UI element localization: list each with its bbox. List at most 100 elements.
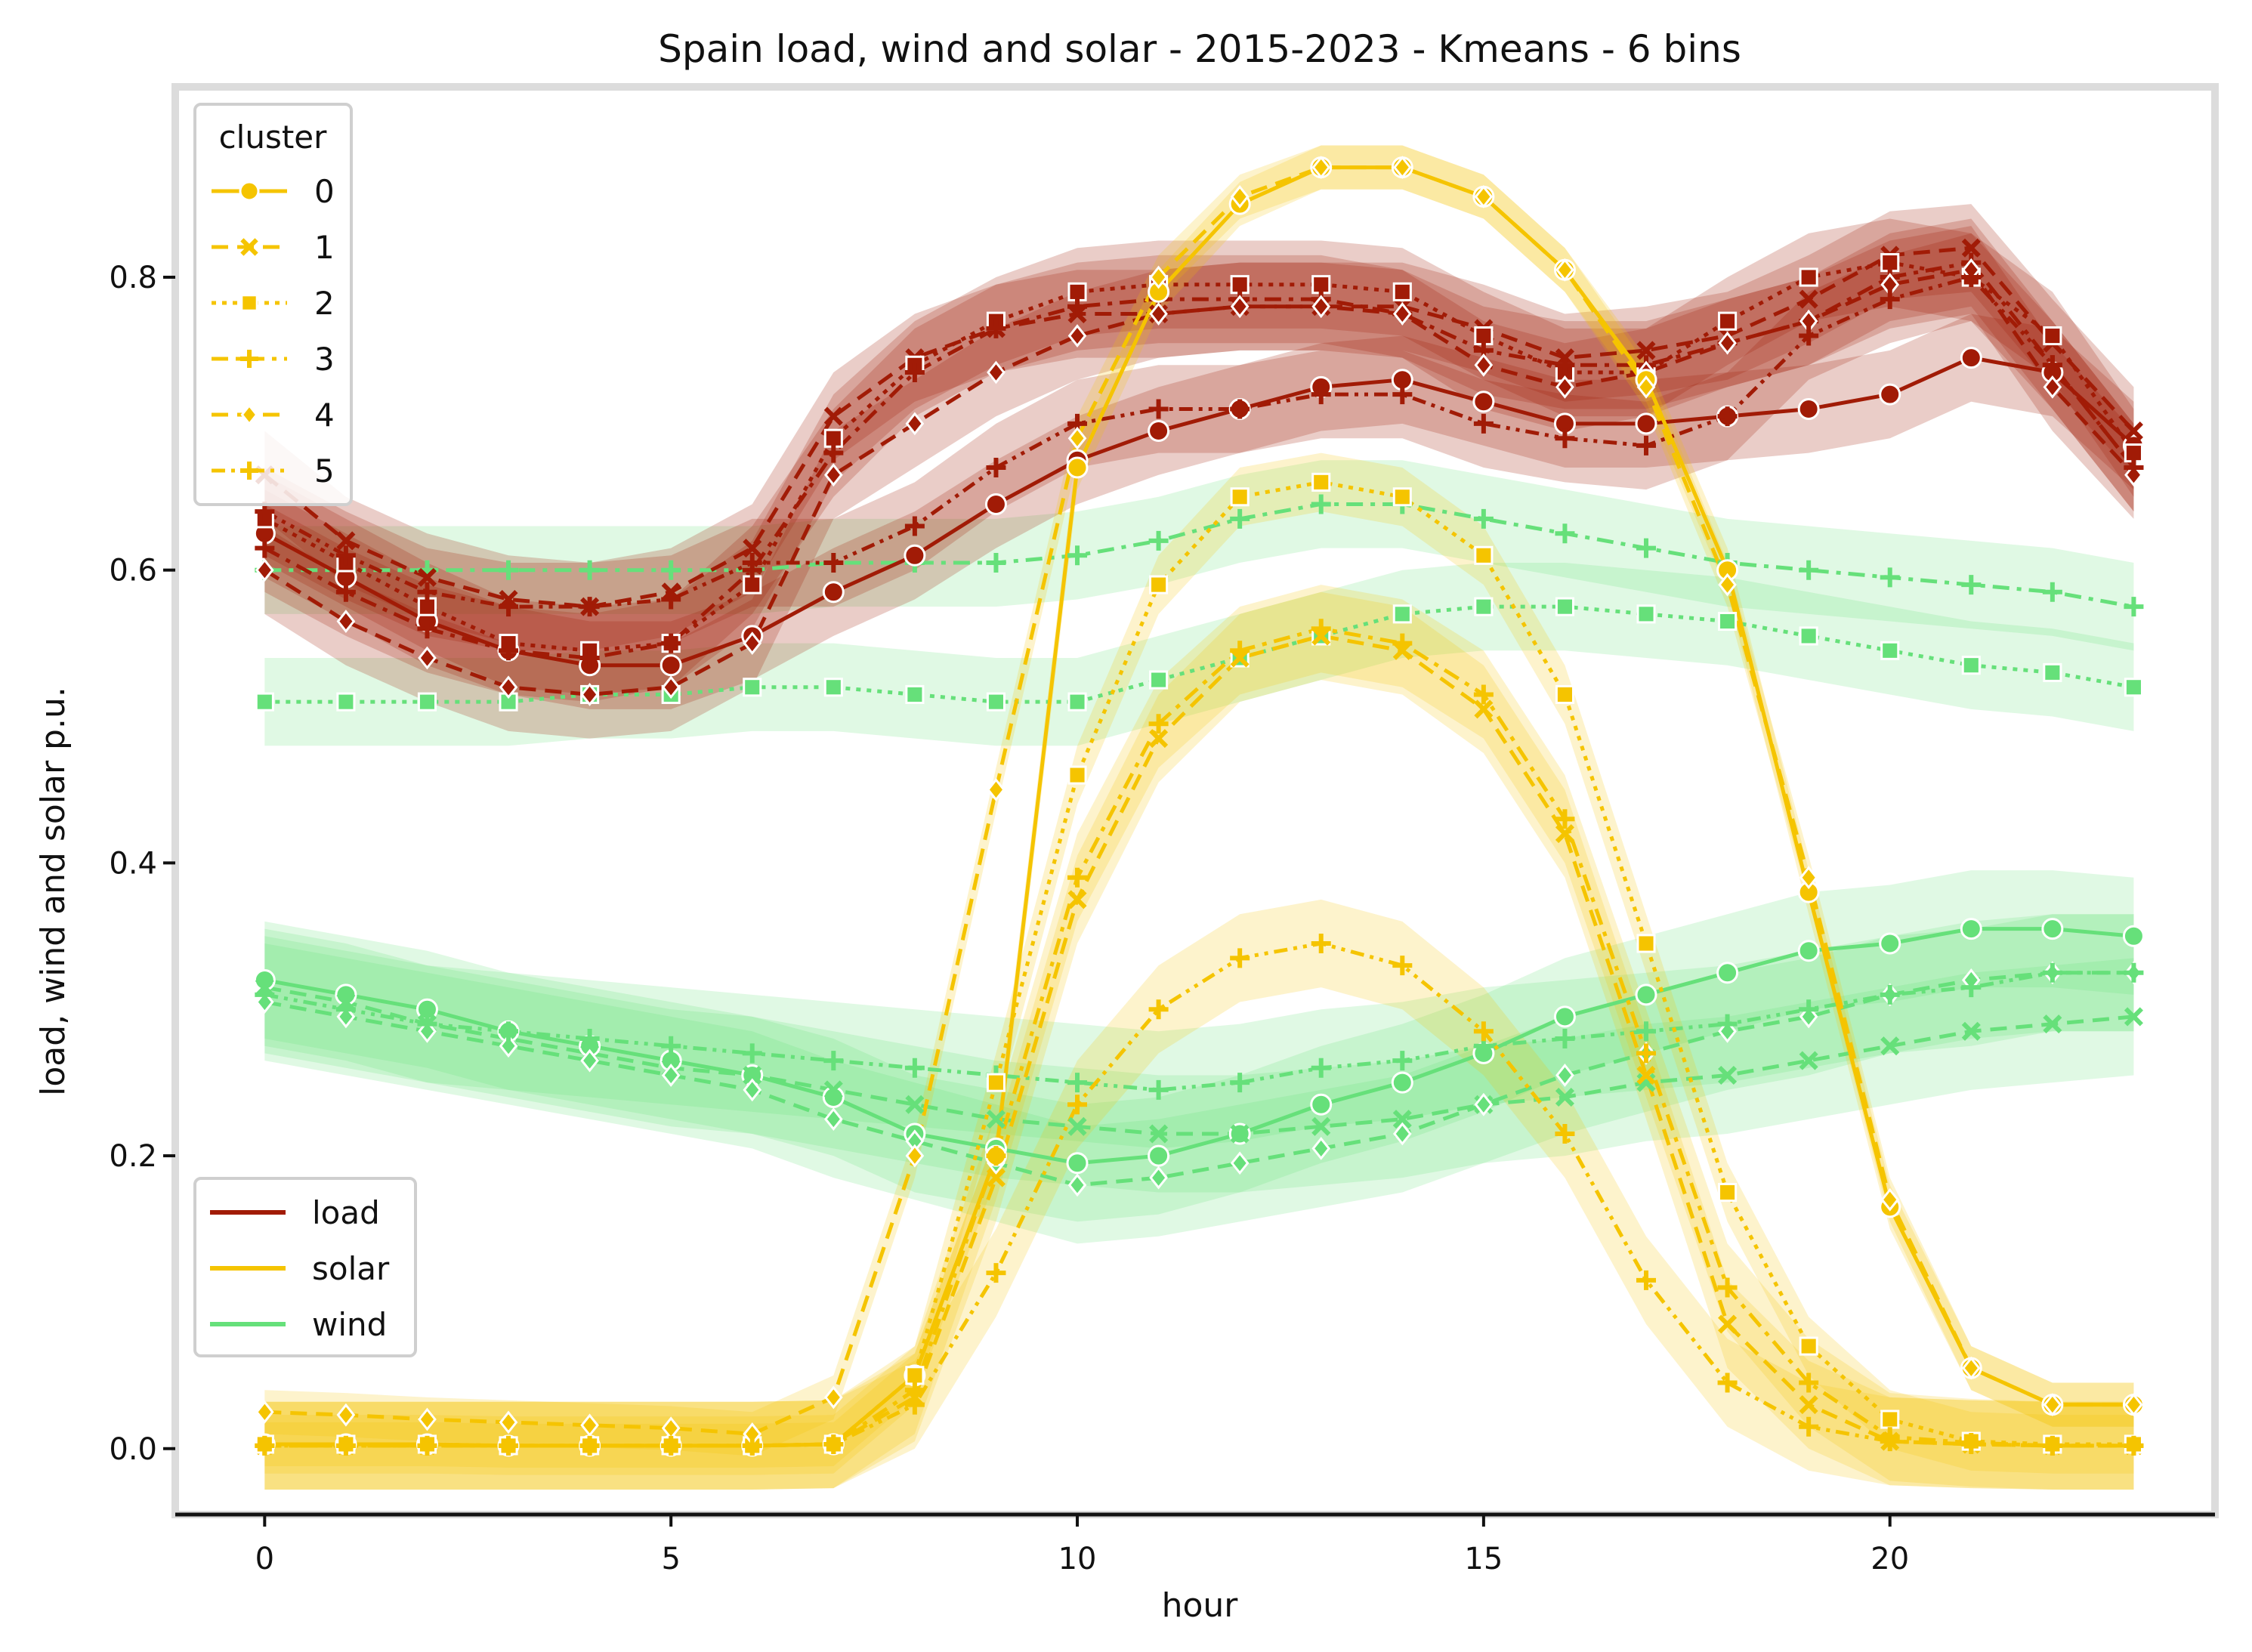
point-wind-cluster-3-hour-20: [1880, 567, 1900, 588]
point-solar-cluster-2-hour-19: [1799, 1336, 1818, 1356]
legend-cluster-marker-1: [240, 238, 258, 256]
y-ticks: 0.0 0.2 0.4 0.6 0.8: [109, 261, 175, 1467]
point-wind-cluster-1-hour-21: [1961, 1021, 1981, 1041]
line-load-cluster-2: [264, 261, 2136, 653]
point-load-cluster-4-hour-11: [1149, 302, 1168, 326]
band-wind-cluster-3: [264, 460, 2134, 651]
point-load-cluster-4-hour-12: [1230, 295, 1250, 319]
point-solar-cluster-4-hour-17: [1636, 375, 1656, 399]
point-solar-cluster-2-hour-9: [986, 1073, 1006, 1092]
point-solar-cluster-4-hour-18: [1718, 573, 1737, 597]
point-wind-cluster-2-hour-9: [986, 692, 1006, 712]
point-wind-cluster-1-hour-16: [1555, 1088, 1574, 1107]
point-load-cluster-5-hour-7: [823, 553, 844, 573]
line-wind-cluster-5: [264, 971, 2134, 1092]
band-load-cluster-3: [264, 218, 2134, 702]
line-solar-cluster-4: [264, 165, 2134, 1436]
point-load-cluster-0-hour-15: [1472, 391, 1495, 413]
point-wind-cluster-3-hour-15: [1473, 508, 1494, 529]
band-wind-cluster-1: [264, 928, 2134, 1193]
legend-type-label-solar: solar: [312, 1250, 390, 1287]
point-wind-cluster-2-hour-1: [336, 692, 356, 712]
point-wind-cluster-1-hour-20: [1880, 1036, 1900, 1056]
point-load-cluster-5-hour-13: [1311, 384, 1331, 405]
point-solar-cluster-4-hour-23: [2124, 1393, 2143, 1417]
point-solar-cluster-2-hour-20: [1880, 1410, 1900, 1429]
legend-type-box: [193, 1177, 417, 1357]
point-wind-cluster-5-hour-6: [742, 1043, 762, 1064]
point-wind-cluster-5-hour-16: [1555, 1029, 1575, 1048]
point-solar-cluster-5-hour-4: [579, 1435, 600, 1456]
point-wind-cluster-5-hour-3: [499, 1021, 519, 1042]
point-wind-cluster-2-hour-14: [1392, 604, 1412, 624]
legend-cluster-label-0: 0: [314, 173, 335, 210]
point-wind-cluster-0-hour-16: [1553, 1005, 1576, 1028]
point-load-cluster-5-hour-22: [2042, 355, 2062, 375]
point-load-cluster-5-hour-5: [661, 589, 681, 610]
point-wind-cluster-3-hour-4: [579, 560, 600, 580]
band-wind-cluster-0: [264, 870, 2134, 1222]
point-solar-cluster-5-hour-10: [1067, 1095, 1088, 1115]
point-load-cluster-5-hour-19: [1799, 326, 1819, 346]
point-solar-cluster-4-hour-4: [580, 1413, 599, 1437]
point-solar-cluster-5-hour-8: [904, 1394, 925, 1415]
band-load-cluster-0: [264, 313, 2134, 709]
band-solar-cluster-0: [264, 145, 2134, 1468]
point-solar-cluster-5-hour-2: [417, 1435, 437, 1456]
point-load-cluster-5-hour-9: [986, 458, 1006, 477]
point-wind-cluster-1-hour-12: [1230, 1124, 1250, 1144]
point-solar-cluster-5-hour-18: [1717, 1373, 1738, 1393]
point-load-cluster-3-hour-4: [579, 648, 600, 668]
line-load-cluster-4: [263, 267, 2136, 696]
line-load-cluster-3: [264, 261, 2136, 660]
point-wind-cluster-1-hour-19: [1799, 1051, 1818, 1070]
point-solar-cluster-3-hour-13: [1311, 619, 1331, 639]
point-solar-cluster-4-hour-22: [2043, 1393, 2062, 1417]
point-load-cluster-4-hour-3: [499, 675, 518, 699]
point-wind-cluster-1-hour-10: [1067, 1116, 1087, 1136]
legend-cluster: cluster 0 1 2 3 4 5: [193, 103, 353, 506]
point-solar-cluster-4-hour-21: [1961, 1356, 1981, 1380]
point-load-cluster-3-hour-2: [417, 619, 437, 639]
x-axis-label: hour: [1162, 1586, 1239, 1625]
point-solar-cluster-4-hour-12: [1230, 184, 1250, 208]
point-solar-cluster-4-hour-8: [905, 1144, 925, 1168]
series-markers: [253, 156, 2145, 1457]
point-load-cluster-1-hour-7: [823, 406, 843, 426]
legend-cluster-marker-3: [240, 350, 258, 368]
point-wind-cluster-0-hour-20: [1879, 932, 1901, 955]
point-load-cluster-4-hour-13: [1311, 295, 1331, 319]
legend-cluster-label-2: 2: [314, 285, 335, 322]
legend-cluster-label-1: 1: [314, 229, 335, 266]
point-wind-cluster-2-hour-23: [2124, 678, 2143, 697]
point-load-cluster-5-hour-3: [499, 597, 519, 617]
point-load-cluster-2-hour-14: [1392, 282, 1412, 301]
band-solar-cluster-3: [264, 585, 2134, 1490]
point-wind-cluster-3-hour-3: [499, 560, 519, 580]
x-ticks: 0 5 10 15 20: [255, 1515, 1909, 1576]
point-wind-cluster-3-hour-9: [986, 553, 1006, 573]
point-solar-cluster-3-hour-14: [1392, 633, 1413, 653]
point-solar-cluster-0-hour-10: [1066, 456, 1089, 479]
y-tick-label-0.4: 0.4: [109, 846, 157, 881]
point-load-cluster-1-hour-19: [1799, 289, 1818, 309]
point-load-cluster-4-hour-15: [1474, 353, 1494, 377]
legend-cluster-marker-2: [240, 294, 258, 312]
band-load-cluster-1: [264, 204, 2134, 651]
point-wind-cluster-2-hour-15: [1474, 597, 1494, 616]
point-wind-cluster-2-hour-11: [1149, 670, 1169, 690]
point-solar-cluster-4-hour-1: [336, 1403, 356, 1427]
point-load-cluster-0-hour-8: [904, 544, 926, 567]
point-solar-cluster-4-hour-16: [1555, 258, 1574, 282]
point-wind-cluster-2-hour-8: [905, 684, 925, 705]
point-wind-cluster-4-hour-10: [1067, 1173, 1087, 1197]
point-load-cluster-4-hour-6: [743, 631, 762, 656]
point-wind-cluster-3-hour-21: [1961, 575, 1982, 595]
point-solar-cluster-1-hour-17: [1636, 1065, 1656, 1085]
point-load-cluster-5-hour-6: [742, 553, 762, 573]
point-wind-cluster-5-hour-4: [579, 1029, 600, 1048]
point-wind-cluster-2-hour-18: [1718, 611, 1738, 631]
line-wind-cluster-1: [264, 985, 2134, 1136]
